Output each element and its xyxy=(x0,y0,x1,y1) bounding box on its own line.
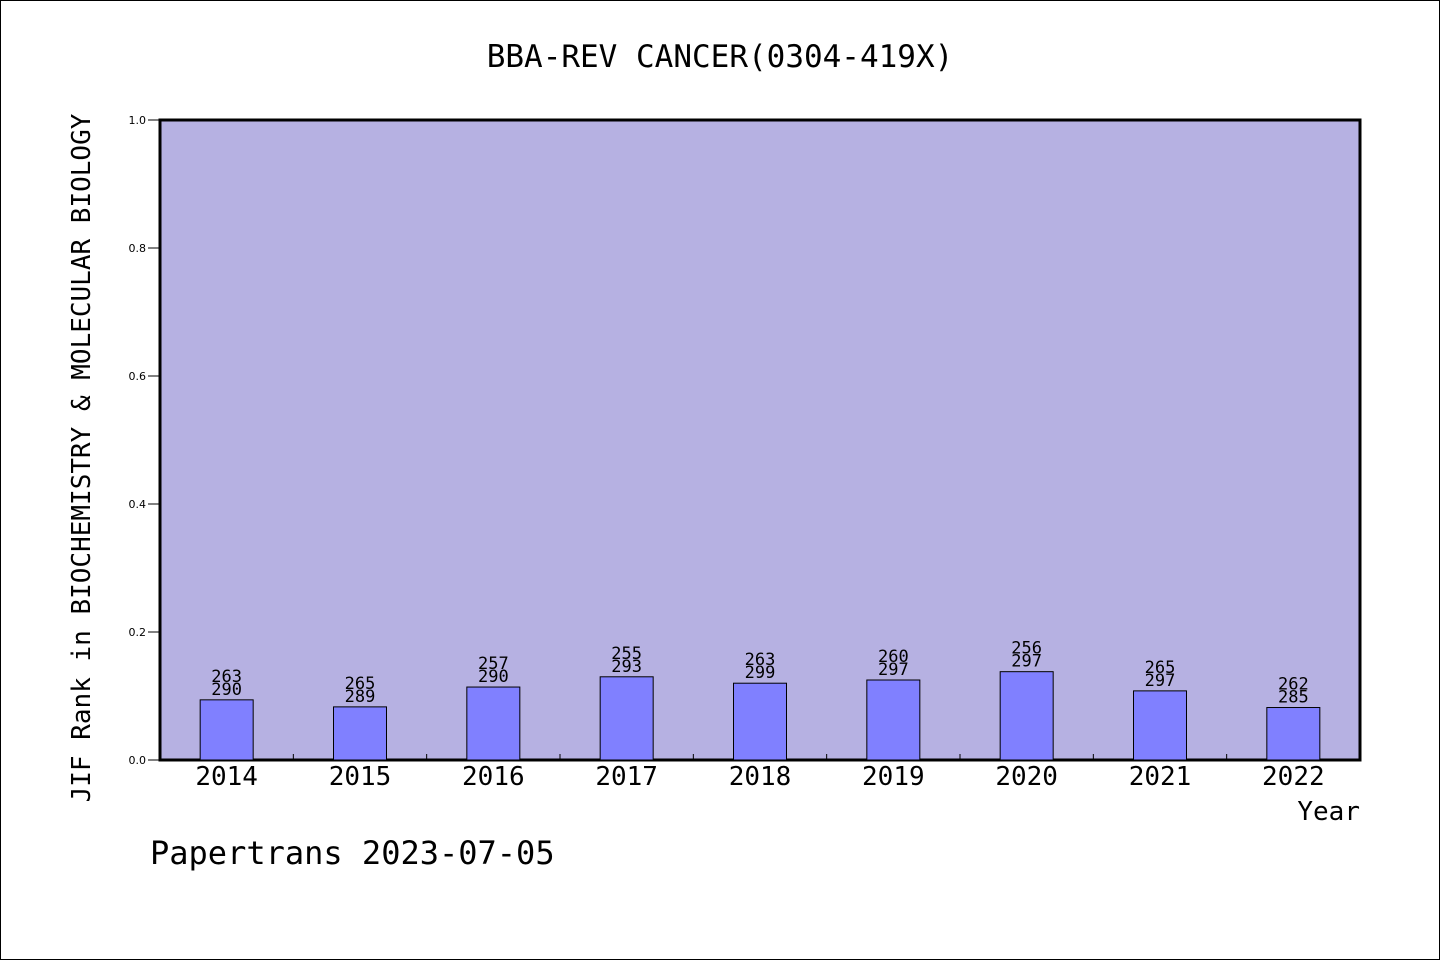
bar xyxy=(1133,690,1187,761)
y-tick-label: 1.0 xyxy=(129,114,147,127)
bar-rank-label: 265 xyxy=(1145,658,1176,678)
y-axis-label: JIF Rank in BIOCHEMISTRY & MOLECULAR BIO… xyxy=(67,113,97,802)
bar xyxy=(466,686,521,761)
x-tick-label: 2019 xyxy=(862,762,925,792)
bar xyxy=(866,679,921,761)
bar xyxy=(999,671,1054,761)
plot-area xyxy=(158,118,1362,762)
x-tick-label: 2020 xyxy=(995,762,1058,792)
footer-text: Papertrans 2023-07-05 xyxy=(150,834,555,872)
x-tick-label: 2016 xyxy=(462,762,525,792)
bar-series xyxy=(199,671,1321,761)
bar-total-label: 299 xyxy=(745,663,776,683)
bar-rank-label: 263 xyxy=(745,650,776,670)
y-tick-label: 0.2 xyxy=(129,626,147,639)
bar xyxy=(1266,707,1321,761)
x-tick-label: 2021 xyxy=(1129,762,1192,792)
bar-total-label: 293 xyxy=(611,657,642,677)
bar xyxy=(599,676,654,761)
x-tick-label: 2018 xyxy=(729,762,792,792)
bar-total-label: 297 xyxy=(878,660,909,680)
bar xyxy=(733,682,787,761)
bar xyxy=(333,706,387,761)
bar xyxy=(199,699,254,761)
bar-rank-label: 256 xyxy=(1011,639,1042,659)
bar-rank-label: 265 xyxy=(345,674,376,694)
x-axis-label: Year xyxy=(1297,797,1360,827)
bar-total-label: 289 xyxy=(345,687,376,707)
y-tick-label: 0.8 xyxy=(129,242,147,255)
bar-total-label: 297 xyxy=(1145,671,1176,691)
y-tick-label: 0.4 xyxy=(129,498,147,511)
bar-total-label: 297 xyxy=(1011,652,1042,672)
bar-rank-label: 257 xyxy=(478,654,509,674)
x-tick-label: 2015 xyxy=(329,762,392,792)
bar-total-label: 290 xyxy=(478,667,509,687)
bar-rank-label: 263 xyxy=(211,667,242,687)
bar-rank-label: 255 xyxy=(611,644,642,664)
y-axis: 0.0 0.2 0.4 0.6 0.8 1.0 xyxy=(129,114,160,767)
bar-total-label: 290 xyxy=(211,680,242,700)
bar-rank-label: 260 xyxy=(878,647,909,667)
y-tick-label: 0.6 xyxy=(129,370,147,383)
x-tick-label: 2017 xyxy=(595,762,658,792)
chart-title: BBA-REV CANCER(0304-419X) xyxy=(487,39,954,75)
x-tick-label: 2014 xyxy=(195,762,258,792)
x-tick-label: 2022 xyxy=(1262,762,1325,792)
bar-rank-label: 262 xyxy=(1278,675,1309,695)
bar-total-label: 285 xyxy=(1278,688,1309,708)
y-tick-label: 0.0 xyxy=(129,754,147,767)
x-axis: 2014 2015 2016 2017 2018 2019 2020 2021 2022 xyxy=(195,754,1325,792)
